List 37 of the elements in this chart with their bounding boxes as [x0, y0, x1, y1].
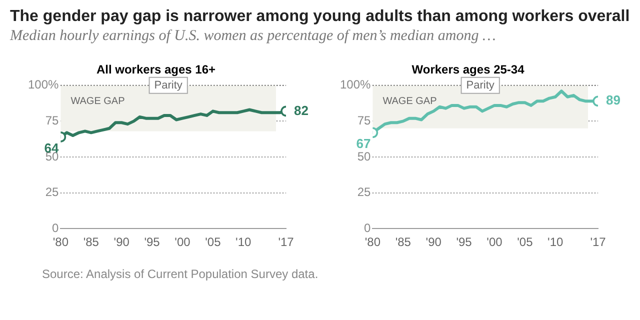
x-tick-label: '10 — [236, 235, 252, 250]
source-note: Source: Analysis of Current Population Survey data. — [42, 267, 320, 281]
chart-title: All workers ages 16+ — [96, 62, 216, 77]
y-tick-label: 75 — [45, 114, 60, 128]
x-tick-label: '17 — [590, 235, 606, 250]
x-tick-label: '85 — [395, 235, 412, 250]
x-tick-label: '10 — [548, 235, 564, 250]
y-tick-label: 100% — [28, 78, 60, 92]
x-tick-label: '85 — [83, 235, 100, 250]
x-tick-label: '80 — [364, 235, 381, 250]
y-tick-label: 0 — [52, 220, 60, 235]
x-tick-label: '95 — [456, 235, 472, 250]
x-tick-label: '00 — [174, 235, 191, 250]
x-tick-label: '17 — [278, 235, 294, 250]
data-label: 82 — [294, 102, 308, 118]
x-tick-label: '05 — [517, 235, 534, 250]
ref-line-label: Parity — [466, 79, 495, 92]
y-tick-label: 50 — [357, 149, 372, 164]
x-tick-label: '90 — [114, 235, 130, 250]
band-label: WAGE GAP — [70, 96, 126, 108]
x-tick-label: '00 — [486, 235, 503, 250]
y-tick-label: 25 — [357, 185, 372, 200]
data-label: 67 — [356, 136, 371, 152]
y-tick-label: 75 — [357, 114, 372, 128]
x-tick-label: '90 — [426, 235, 442, 250]
text: The gender pay gap is narrower among young adults than among workers overall — [10, 8, 631, 26]
y-tick-label: 0 — [364, 220, 372, 235]
data-label: 89 — [606, 92, 620, 108]
x-tick-label: '05 — [205, 235, 222, 250]
band-label: WAGE GAP — [382, 96, 438, 108]
chart-title: Workers ages 25-34 — [412, 62, 525, 77]
y-tick-label: 25 — [45, 185, 60, 200]
text: Median hourly earnings of U.S. women as percentage of men’s median among … — [10, 28, 497, 45]
x-tick-label: '95 — [144, 235, 160, 250]
ref-line-label: Parity — [154, 79, 183, 92]
x-tick-label: '80 — [52, 235, 69, 250]
y-tick-label: 100% — [340, 78, 372, 92]
